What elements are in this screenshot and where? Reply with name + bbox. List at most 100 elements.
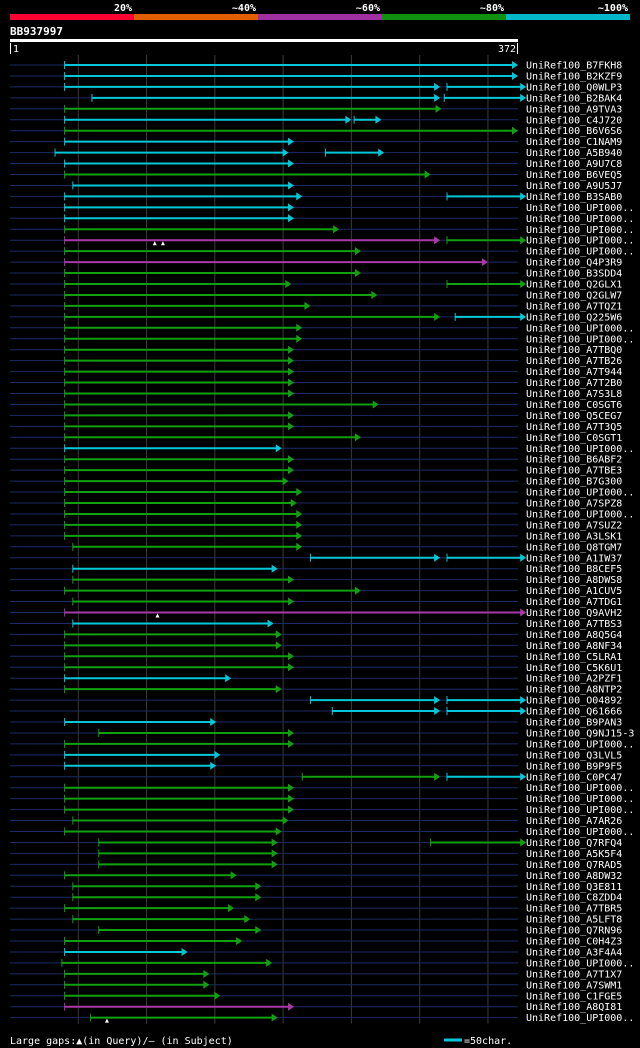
hit-row[interactable]: UniRef100_A1CUV5 xyxy=(10,586,622,597)
hit-label[interactable]: UniRef100_A5LFT8 xyxy=(526,915,622,926)
hit-row[interactable]: UniRef100_UPI000.. xyxy=(10,323,634,334)
hit-label[interactable]: UniRef100_A7TDG1 xyxy=(526,597,622,608)
hit-row[interactable]: UniRef100_Q7RN96 xyxy=(10,926,622,937)
hit-row[interactable]: UniRef100_UPI000.. xyxy=(10,783,634,794)
hit-label[interactable]: UniRef100_B6ABF2 xyxy=(526,455,622,466)
hit-row[interactable]: UniRef100_A7T3Q5 xyxy=(10,422,622,433)
hit-row[interactable]: UniRef100_Q7RFQ4 xyxy=(10,838,622,849)
hit-row[interactable]: UniRef100_C0H4Z3 xyxy=(10,937,622,948)
hit-row[interactable]: UniRef100_Q9AVH2 xyxy=(10,608,622,619)
hit-row[interactable]: UniRef100_A7T1X7 xyxy=(10,969,622,980)
hit-label[interactable]: UniRef100_Q8TGM7 xyxy=(526,542,622,553)
hit-label[interactable]: UniRef100_A2PZF1 xyxy=(526,674,622,685)
hit-label[interactable]: UniRef100_A7SPZ8 xyxy=(526,499,622,510)
hit-label[interactable]: UniRef100_A7S3L8 xyxy=(526,389,622,400)
hit-label[interactable]: UniRef100_A8QI81 xyxy=(526,1002,622,1013)
hit-label[interactable]: UniRef100_Q5CEG7 xyxy=(526,411,622,422)
hit-row[interactable]: UniRef100_Q5CEG7 xyxy=(10,411,622,422)
hit-label[interactable]: UniRef100_UPI000.. xyxy=(526,444,634,455)
hit-row[interactable]: UniRef100_A8DWS8 xyxy=(10,575,622,586)
hit-label[interactable]: UniRef100_A9U5J7 xyxy=(526,181,622,192)
hit-row[interactable]: UniRef100_C0PC47 xyxy=(10,772,622,783)
hit-label[interactable]: UniRef100_B7FKH8 xyxy=(526,61,622,72)
hit-row[interactable]: UniRef100_A7TBS3 xyxy=(10,619,622,630)
hit-row[interactable]: UniRef100_B3SAB0 xyxy=(10,192,622,203)
hit-label[interactable]: UniRef100_UPI000.. xyxy=(526,827,634,838)
hit-label[interactable]: UniRef100_UPI000.. xyxy=(526,247,634,258)
hit-row[interactable]: UniRef100_B9P9F5 xyxy=(10,761,622,772)
hit-row[interactable]: UniRef100_C5K6U1 xyxy=(10,663,622,674)
hit-row[interactable]: UniRef100_UPI000.. xyxy=(10,1013,634,1024)
hit-row[interactable]: UniRef100_A8DW32 xyxy=(10,871,622,882)
hit-row[interactable]: UniRef100_A7TBE3 xyxy=(10,466,622,477)
hit-row[interactable]: UniRef100_A9TVA3 xyxy=(10,104,622,115)
hit-row[interactable]: UniRef100_C4J720 xyxy=(10,115,622,126)
hit-row[interactable]: UniRef100_A9U7C8 xyxy=(10,159,622,170)
hit-row[interactable]: UniRef100_A3LSK1 xyxy=(10,531,622,542)
hit-row[interactable]: UniRef100_C1FGE5 xyxy=(10,991,622,1002)
hit-row[interactable]: UniRef100_A5K5F4 xyxy=(10,849,622,860)
hit-label[interactable]: UniRef100_Q9NJ15-3 xyxy=(526,728,634,739)
hit-label[interactable]: UniRef100_B2KZF9 xyxy=(526,71,622,82)
hit-row[interactable]: UniRef100_UPI000.. xyxy=(10,225,634,236)
hit-row[interactable]: UniRef100_Q2GLW7 xyxy=(10,290,622,301)
hit-row[interactable]: UniRef100_Q4P3R9 xyxy=(10,258,622,269)
hit-label[interactable]: UniRef100_B9P9F5 xyxy=(526,761,622,772)
hit-label[interactable]: UniRef100_A7TBQ0 xyxy=(526,345,622,356)
hit-label[interactable]: UniRef100_UPI000.. xyxy=(526,958,634,969)
hit-row[interactable]: UniRef100_B6VEQ5 xyxy=(10,170,622,181)
hit-label[interactable]: UniRef100_A7TQZ1 xyxy=(526,301,622,312)
hit-label[interactable]: UniRef100_A7T1X7 xyxy=(526,969,622,980)
hit-label[interactable]: UniRef100_UPI000.. xyxy=(526,739,634,750)
hit-row[interactable]: UniRef100_A8Q5G4 xyxy=(10,630,622,641)
hit-label[interactable]: UniRef100_A8NTP2 xyxy=(526,685,622,696)
hit-row[interactable]: UniRef100_Q0WLP3 xyxy=(10,82,622,93)
hit-label[interactable]: UniRef100_UPI000.. xyxy=(526,1013,634,1024)
hit-row[interactable]: UniRef100_B8CEF5 xyxy=(10,564,622,575)
hit-row[interactable]: UniRef100_O04892 xyxy=(10,696,622,707)
hit-label[interactable]: UniRef100_B8CEF5 xyxy=(526,564,622,575)
hit-label[interactable]: UniRef100_B6V6S6 xyxy=(526,126,622,137)
hit-label[interactable]: UniRef100_Q2GLX1 xyxy=(526,280,622,291)
hit-row[interactable]: UniRef100_A7SUZ2 xyxy=(10,520,622,531)
hit-row[interactable]: UniRef100_A5LFT8 xyxy=(10,915,622,926)
hit-label[interactable]: UniRef100_A7SUZ2 xyxy=(526,520,622,531)
hit-row[interactable]: UniRef100_Q2GLX1 xyxy=(10,280,622,291)
hit-label[interactable]: UniRef100_UPI000.. xyxy=(526,236,634,247)
hit-label[interactable]: UniRef100_A9U7C8 xyxy=(526,159,622,170)
hit-label[interactable]: UniRef100_A1IW37 xyxy=(526,553,622,564)
hit-row[interactable]: UniRef100_C0SGT1 xyxy=(10,433,622,444)
hit-row[interactable]: UniRef100_A7TQZ1 xyxy=(10,301,622,312)
hit-label[interactable]: UniRef100_A5K5F4 xyxy=(526,849,622,860)
hit-row[interactable]: UniRef100_UPI000.. xyxy=(10,488,634,499)
hit-row[interactable]: UniRef100_UPI000.. xyxy=(10,958,634,969)
hit-label[interactable]: UniRef100_Q4P3R9 xyxy=(526,258,622,269)
hit-row[interactable]: UniRef100_A7TBR5 xyxy=(10,904,622,915)
hit-label[interactable]: UniRef100_A9TVA3 xyxy=(526,104,622,115)
hit-label[interactable]: UniRef100_C0SGT6 xyxy=(526,400,622,411)
hit-label[interactable]: UniRef100_A7T3Q5 xyxy=(526,422,622,433)
hit-label[interactable]: UniRef100_A1CUV5 xyxy=(526,586,622,597)
hit-row[interactable]: UniRef100_UPI000.. xyxy=(10,203,634,214)
hit-label[interactable]: UniRef100_A8Q5G4 xyxy=(526,630,622,641)
hit-row[interactable]: UniRef100_A8NF34 xyxy=(10,641,622,652)
hit-row[interactable]: UniRef100_UPI000.. xyxy=(10,334,634,345)
hit-row[interactable]: UniRef100_A7AR26 xyxy=(10,816,622,827)
hit-row[interactable]: UniRef100_B7FKH8 xyxy=(10,61,622,72)
hit-label[interactable]: UniRef100_A5B940 xyxy=(526,148,622,159)
hit-label[interactable]: UniRef100_UPI000.. xyxy=(526,805,634,816)
hit-label[interactable]: UniRef100_Q7RN96 xyxy=(526,926,622,937)
hit-row[interactable]: UniRef100_UPI000.. xyxy=(10,827,634,838)
hit-row[interactable]: UniRef100_C1NAM9 xyxy=(10,137,622,148)
hit-row[interactable]: UniRef100_A7TDG1 xyxy=(10,597,622,608)
hit-row[interactable]: UniRef100_Q3E811 xyxy=(10,882,622,893)
hit-label[interactable]: UniRef100_UPI000.. xyxy=(526,334,634,345)
hit-label[interactable]: UniRef100_C5K6U1 xyxy=(526,663,622,674)
hit-row[interactable]: UniRef100_A7T944 xyxy=(10,367,622,378)
hit-label[interactable]: UniRef100_UPI000.. xyxy=(526,783,634,794)
hit-label[interactable]: UniRef100_C1NAM9 xyxy=(526,137,622,148)
hit-row[interactable]: UniRef100_A3F4A4 xyxy=(10,947,622,958)
hit-row[interactable]: UniRef100_A7S3L8 xyxy=(10,389,622,400)
hit-label[interactable]: UniRef100_A8DW32 xyxy=(526,871,622,882)
hit-label[interactable]: UniRef100_UPI000.. xyxy=(526,794,634,805)
